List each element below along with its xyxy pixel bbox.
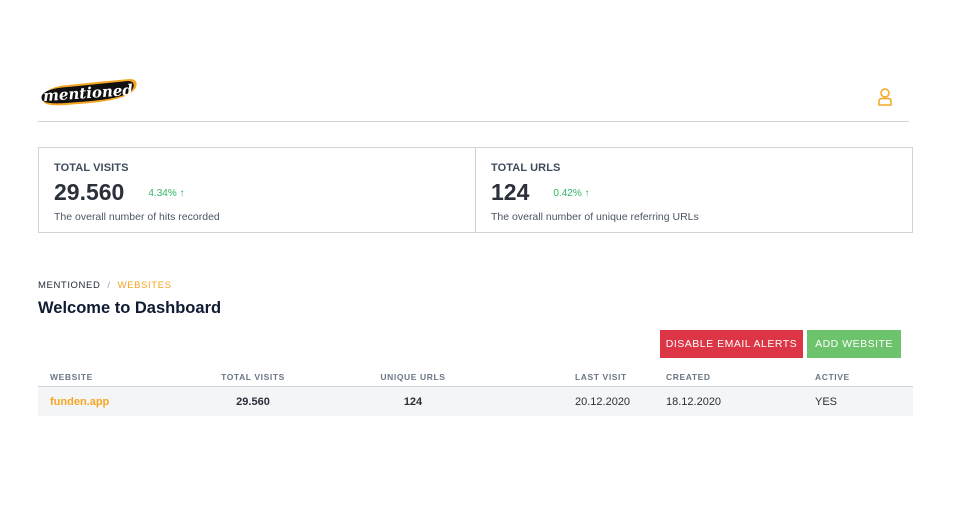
stat-value: 124	[491, 179, 530, 205]
column-header-last-visit: LAST VISIT	[575, 371, 627, 382]
user-icon	[878, 88, 892, 106]
stat-change: 4.34% ↑	[148, 188, 185, 199]
stat-description: The overall number of unique referring U…	[491, 211, 699, 223]
stat-change: 0.42% ↑	[553, 188, 590, 199]
stat-label: TOTAL URLS	[491, 162, 561, 174]
table-header: WEBSITE TOTAL VISITS UNIQUE URLS LAST VI…	[38, 367, 913, 387]
column-header-total-visits: TOTAL VISITS	[221, 371, 285, 382]
breadcrumb-current: WEBSITES	[117, 280, 172, 291]
column-header-active: ACTIVE	[815, 371, 850, 382]
cell-last-visit: 20.12.2020	[575, 395, 631, 408]
stat-total-urls: TOTAL URLS 124 0.42% ↑ The overall numbe…	[475, 148, 912, 232]
cell-unique-urls: 124	[403, 395, 423, 408]
stats-panel: TOTAL VISITS 29.560 4.34% ↑ The overall …	[38, 147, 913, 233]
user-account-button[interactable]	[877, 88, 893, 106]
column-header-unique-urls: UNIQUE URLS	[380, 371, 446, 382]
column-header-created: CREATED	[666, 371, 711, 382]
add-website-button[interactable]: ADD WEBSITE	[807, 330, 901, 358]
stat-value: 29.560	[54, 179, 125, 205]
app-header: mentioned	[38, 74, 909, 122]
breadcrumb: MENTIONED / WEBSITES	[38, 280, 172, 291]
page-title: Welcome to Dashboard	[38, 299, 222, 317]
breadcrumb-root[interactable]: MENTIONED	[38, 280, 101, 291]
mentioned-logo[interactable]: mentioned	[38, 76, 138, 110]
cell-created: 18.12.2020	[666, 395, 722, 408]
table-row: funden.app 29.560 124 20.12.2020 18.12.2…	[38, 387, 913, 416]
breadcrumb-separator: /	[107, 280, 111, 291]
svg-text:mentioned: mentioned	[42, 81, 133, 105]
cell-active: YES	[815, 395, 838, 408]
stat-label: TOTAL VISITS	[54, 162, 129, 174]
website-link[interactable]: funden.app	[50, 395, 110, 408]
disable-email-alerts-button[interactable]: DISABLE EMAIL ALERTS	[660, 330, 803, 358]
websites-table: WEBSITE TOTAL VISITS UNIQUE URLS LAST VI…	[38, 367, 913, 416]
stat-total-visits: TOTAL VISITS 29.560 4.34% ↑ The overall …	[39, 148, 475, 232]
logo-graphic: mentioned	[41, 79, 137, 106]
column-header-website: WEBSITE	[50, 371, 93, 382]
cell-total-visits: 29.560	[236, 395, 270, 408]
stat-description: The overall number of hits recorded	[54, 211, 220, 223]
